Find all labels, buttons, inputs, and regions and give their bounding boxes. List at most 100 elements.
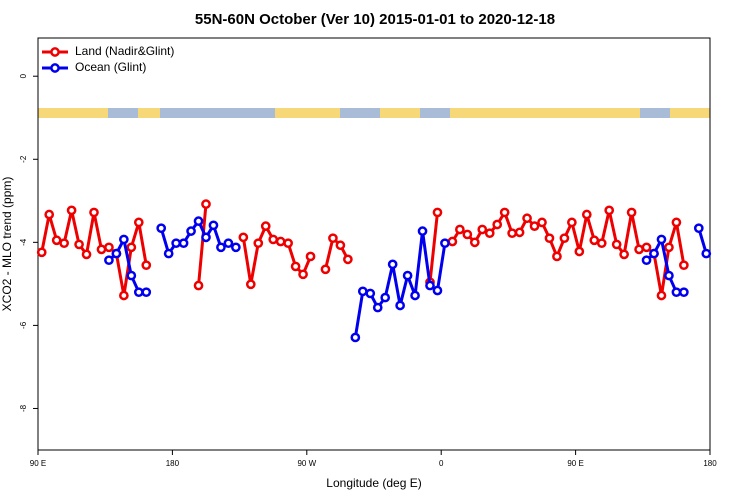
map-strip: [38, 108, 710, 118]
x-tick-label: 90 E: [30, 459, 46, 468]
x-tick-label: 90 E: [567, 459, 583, 468]
data-point: [357, 286, 368, 297]
data-point: [372, 302, 383, 313]
data-point: [111, 248, 122, 259]
y-tick-label: -6: [19, 321, 28, 329]
legend-marker: [50, 63, 60, 73]
data-point: [335, 240, 346, 251]
y-tick-label: 0: [19, 73, 28, 78]
data-point: [693, 223, 704, 234]
data-point: [514, 227, 525, 238]
x-axis-label: Longitude (deg E): [326, 476, 421, 490]
data-point: [216, 242, 226, 253]
data-point: [208, 220, 219, 231]
data-point: [477, 224, 488, 235]
data-point: [417, 226, 428, 236]
data-point: [604, 205, 615, 216]
data-point: [156, 223, 167, 234]
map-ocean: [108, 108, 138, 118]
data-point: [350, 332, 361, 343]
x-tick-label: 0: [439, 459, 444, 468]
data-point: [589, 235, 600, 246]
data-point: [171, 238, 181, 249]
data-point: [36, 247, 47, 258]
data-point: [559, 233, 570, 244]
data-point: [596, 238, 607, 249]
plot-frame: [37, 37, 711, 451]
legend-marker: [50, 47, 60, 57]
data-point: [141, 287, 152, 298]
data-point: [507, 228, 517, 239]
data-point: [141, 260, 152, 271]
data-point: [104, 242, 114, 253]
data-point: [522, 213, 532, 224]
data-point: [581, 209, 592, 220]
data-point: [201, 199, 211, 209]
data-point: [328, 233, 338, 244]
map-ocean: [640, 108, 670, 118]
data-point: [611, 239, 622, 250]
data-point: [260, 221, 271, 231]
data-point: [119, 290, 129, 301]
data-point: [380, 292, 391, 303]
data-point: [44, 209, 55, 220]
data-point: [567, 217, 577, 228]
data-point: [402, 270, 413, 281]
data-point: [201, 232, 211, 243]
data-point: [320, 264, 331, 275]
data-point: [305, 251, 316, 262]
data-point: [447, 236, 458, 247]
data-point: [649, 248, 659, 259]
data-point: [679, 260, 689, 271]
data-point: [656, 234, 667, 245]
data-point: [126, 242, 137, 253]
data-point: [193, 280, 204, 291]
data-point: [641, 242, 652, 253]
y-tick-label: -2: [19, 155, 28, 163]
data-point: [74, 239, 84, 250]
data-point: [634, 244, 644, 255]
data-point: [365, 288, 376, 299]
map-ocean: [420, 108, 450, 118]
data-point: [275, 236, 286, 247]
data-point: [51, 235, 62, 246]
data-point: [701, 248, 712, 259]
data-point: [163, 248, 174, 259]
data-point: [395, 300, 405, 311]
data-point: [59, 238, 69, 249]
data-point: [529, 221, 540, 231]
data-point: [89, 207, 99, 218]
legend-label: Ocean (Glint): [75, 60, 146, 74]
data-point: [432, 285, 443, 296]
data-point: [484, 228, 495, 239]
x-tick-label: 180: [703, 459, 717, 468]
chart-title: 55N-60N October (Ver 10) 2015-01-01 to 2…: [195, 11, 555, 28]
data-point: [544, 233, 555, 244]
data-point: [626, 207, 637, 218]
data-point: [343, 254, 353, 265]
data-point: [268, 234, 279, 245]
data-point: [245, 279, 256, 290]
data-point: [126, 270, 137, 281]
data-point: [552, 251, 562, 262]
data-point: [499, 207, 510, 218]
y-axis-label: XCO2 - MLO trend (ppm): [0, 177, 14, 312]
data-point: [671, 217, 682, 228]
data-point: [231, 242, 241, 253]
data-point: [66, 205, 77, 216]
data-point: [290, 261, 301, 272]
data-point: [664, 270, 674, 281]
data-point: [619, 249, 629, 260]
data-point: [440, 238, 450, 249]
data-point: [410, 290, 420, 301]
data-point: [104, 255, 114, 266]
data-point: [492, 219, 503, 230]
data-point: [656, 290, 667, 301]
data-point: [574, 246, 585, 257]
data-point: [119, 234, 129, 245]
data-point: [432, 207, 443, 218]
data-point: [283, 238, 293, 249]
data-point: [133, 217, 144, 228]
data-point: [186, 226, 196, 236]
